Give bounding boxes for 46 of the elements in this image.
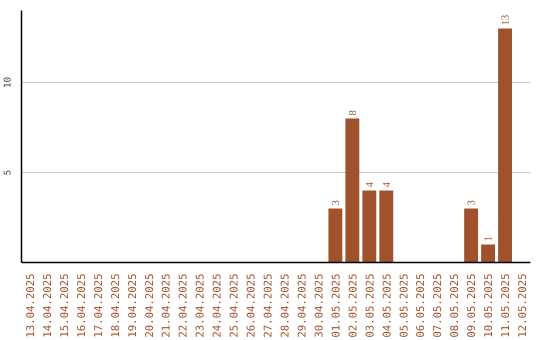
x-tick-label: 12.05.2025 — [516, 274, 530, 338]
x-tick-label: 25.04.2025 — [228, 274, 241, 338]
data-label: 8 — [348, 110, 359, 116]
x-tick-label: 23.04.2025 — [194, 274, 207, 338]
x-tick-label: 17.04.2025 — [92, 274, 105, 338]
bar — [362, 190, 376, 262]
x-tick-label: 10.05.2025 — [482, 274, 496, 338]
x-tick-label: 20.04.2025 — [142, 274, 156, 338]
bar — [328, 208, 342, 262]
x-tick-label: 09.05.2025 — [465, 274, 478, 338]
bar — [345, 118, 360, 262]
x-tick-label: 16.04.2025 — [74, 274, 88, 338]
bar — [464, 208, 478, 262]
x-tick-label: 22.04.2025 — [176, 274, 190, 338]
x-tick-label: 14.04.2025 — [40, 274, 54, 338]
x-tick-label: 15.04.2025 — [58, 274, 71, 338]
bar — [498, 28, 512, 262]
x-tick-label: 19.04.2025 — [126, 274, 139, 338]
x-tick-label: 29.04.2025 — [295, 274, 308, 338]
x-tick-label: 04.05.2025 — [380, 274, 394, 338]
bar — [379, 190, 394, 262]
x-tick-label: 26.04.2025 — [244, 274, 258, 338]
data-label: 3 — [466, 200, 478, 206]
x-tick-label: 13.04.2025 — [24, 274, 37, 338]
data-label: 4 — [364, 182, 376, 188]
x-tick-label: 02.05.2025 — [346, 274, 360, 338]
bar — [481, 244, 496, 262]
x-tick-label: 30.04.2025 — [312, 274, 326, 338]
y-tick-label: 5 — [2, 170, 14, 176]
x-tick-label: 05.05.2025 — [397, 274, 410, 338]
x-tick-label: 06.05.2025 — [414, 274, 428, 338]
data-label: 13 — [500, 14, 512, 26]
x-tick-label: 08.05.2025 — [448, 274, 462, 338]
data-label: 1 — [484, 236, 495, 242]
x-tick-label: 01.05.2025 — [329, 274, 342, 338]
x-tick-label: 07.05.2025 — [431, 274, 444, 338]
data-label: 3 — [330, 200, 342, 206]
x-tick-label: 18.04.2025 — [108, 274, 122, 338]
data-label: 4 — [382, 182, 393, 188]
x-tick-label: 28.04.2025 — [278, 274, 292, 338]
x-tick-label: 21.04.2025 — [160, 274, 173, 338]
x-tick-label: 03.05.2025 — [363, 274, 376, 338]
x-tick-label: 24.04.2025 — [210, 274, 224, 338]
y-tick-label: 10 — [2, 76, 14, 88]
x-tick-label: 27.04.2025 — [262, 274, 275, 338]
x-tick-label: 11.05.2025 — [499, 274, 512, 338]
